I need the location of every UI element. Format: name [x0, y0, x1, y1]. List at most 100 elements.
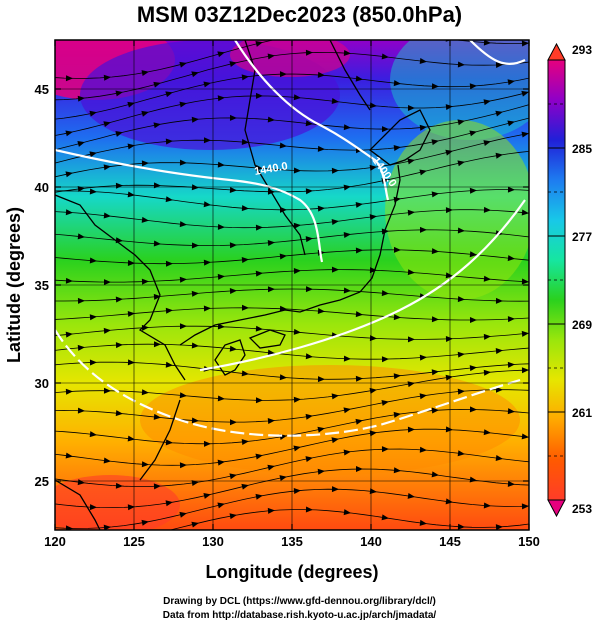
streamline-arrow: [153, 122, 161, 129]
x-axis-label: Longitude (degrees): [205, 562, 378, 582]
streamline-arrow: [507, 480, 515, 487]
streamline-arrow: [469, 365, 477, 372]
streamline-arrow: [407, 426, 415, 433]
streamline-arrow: [165, 138, 173, 145]
streamline-arrow: [457, 61, 465, 68]
streamline-arrow: [77, 233, 85, 240]
streamline-arrow: [317, 376, 325, 383]
streamline-arrow: [77, 141, 85, 147]
streamline-arrow: [127, 101, 135, 108]
streamline-arrow: [419, 169, 427, 176]
streamline-arrow: [457, 296, 465, 303]
streamline-arrow: [141, 110, 149, 117]
streamline-arrow: [469, 406, 477, 413]
streamline-arrow: [153, 413, 161, 420]
streamline-arrow: [103, 524, 111, 530]
streamline-arrow: [431, 83, 439, 90]
streamline-arrow: [407, 336, 415, 343]
streamline-arrow: [203, 201, 211, 208]
streamline-arrow: [77, 95, 85, 102]
streamline-arrow: [255, 270, 263, 277]
streamline-arrow: [294, 32, 302, 39]
streamline-arrow: [381, 356, 389, 363]
streamline-arrow: [521, 90, 529, 97]
streamline-arrow: [293, 267, 301, 274]
streamline-arrow: [445, 104, 453, 111]
streamline-arrow: [331, 486, 339, 493]
streamline-arrow: [179, 276, 187, 283]
x-tick-label-125: 125: [123, 534, 145, 549]
streamline-arrow: [115, 482, 123, 489]
streamline-arrow: [203, 259, 211, 266]
streamline-arrow: [229, 513, 237, 520]
streamline-arrow: [165, 196, 173, 203]
streamline-arrow: [381, 514, 389, 521]
streamline-arrow: [65, 277, 73, 284]
streamline-arrow: [419, 519, 427, 526]
colorbar-label-253: 253: [572, 502, 592, 516]
colorbar-label-277: 277: [572, 230, 592, 244]
streamline-arrow: [331, 266, 339, 273]
streamline-arrow: [343, 287, 351, 294]
streamline-arrow: [419, 354, 427, 361]
streamline-arrow: [343, 232, 351, 238]
plot-area: 1440.0 1400.0: [55, 32, 529, 530]
streamline-arrow: [153, 81, 161, 88]
streamline-arrow: [255, 224, 263, 231]
streamline-arrow: [369, 214, 377, 221]
warm-band-south: [140, 365, 520, 475]
streamline-arrow: [103, 279, 111, 286]
streamline-arrow: [241, 256, 249, 263]
streamline-arrow: [65, 75, 73, 82]
streamline-arrow: [507, 255, 515, 262]
streamline-arrow: [165, 260, 173, 267]
streamline-arrow: [89, 431, 97, 438]
streamline-arrow: [141, 389, 149, 396]
streamline-arrow: [293, 328, 301, 335]
streamline-arrow: [279, 71, 287, 78]
streamline-arrow: [343, 124, 351, 131]
streamline-arrow: [331, 219, 339, 225]
streamline-arrow: [521, 330, 529, 337]
coast-kyushu: [214, 339, 246, 376]
streamline-arrow: [293, 396, 301, 403]
streamline-arrow: [141, 519, 149, 526]
streamline-arrow: [89, 110, 97, 117]
streamline-arrow: [331, 167, 339, 174]
streamline-arrow: [217, 95, 225, 102]
contour-1400: [234, 40, 390, 201]
streamline-arrow: [317, 145, 325, 152]
x-tick-label-150: 150: [518, 534, 540, 549]
streamline-arrow: [407, 158, 415, 165]
streamline-arrow: [127, 191, 135, 198]
streamline-arrow: [153, 341, 161, 348]
streamline-arrow: [179, 323, 187, 330]
x-axis-ticks: 120 125 130 135 140 145 150: [44, 40, 540, 549]
y-tick-label-40: 40: [35, 180, 49, 195]
streamline-arrow: [381, 53, 389, 60]
streamline-arrow: [191, 480, 199, 487]
y-axis-label: Latitude (degrees): [4, 207, 24, 363]
streamline-arrow: [217, 395, 225, 402]
streamline-arrow: [393, 411, 401, 418]
streamline-arrow: [355, 75, 363, 82]
streamline-arrow: [89, 188, 97, 195]
streamline-arrow: [393, 373, 401, 380]
streamline-arrow: [103, 121, 111, 128]
streamline-arrow: [457, 450, 465, 457]
streamline-arrow: [305, 353, 313, 360]
streamline-arrow: [305, 120, 313, 127]
streamline-arrow: [165, 361, 173, 368]
streamline-arrow: [217, 161, 225, 168]
streamline-arrow: [279, 374, 287, 381]
coast-honshu: [179, 164, 401, 346]
x-tick-label-140: 140: [360, 534, 382, 549]
streamline-arrow: [229, 345, 237, 352]
coast-taiwan: [55, 479, 101, 530]
streamline-arrow: [343, 449, 351, 456]
streamline-arrow: [431, 369, 439, 376]
streamline-arrow: [255, 325, 263, 332]
streamline-arrow: [419, 57, 427, 64]
streamline-arrow: [369, 488, 377, 495]
streamline-arrow: [165, 307, 173, 314]
